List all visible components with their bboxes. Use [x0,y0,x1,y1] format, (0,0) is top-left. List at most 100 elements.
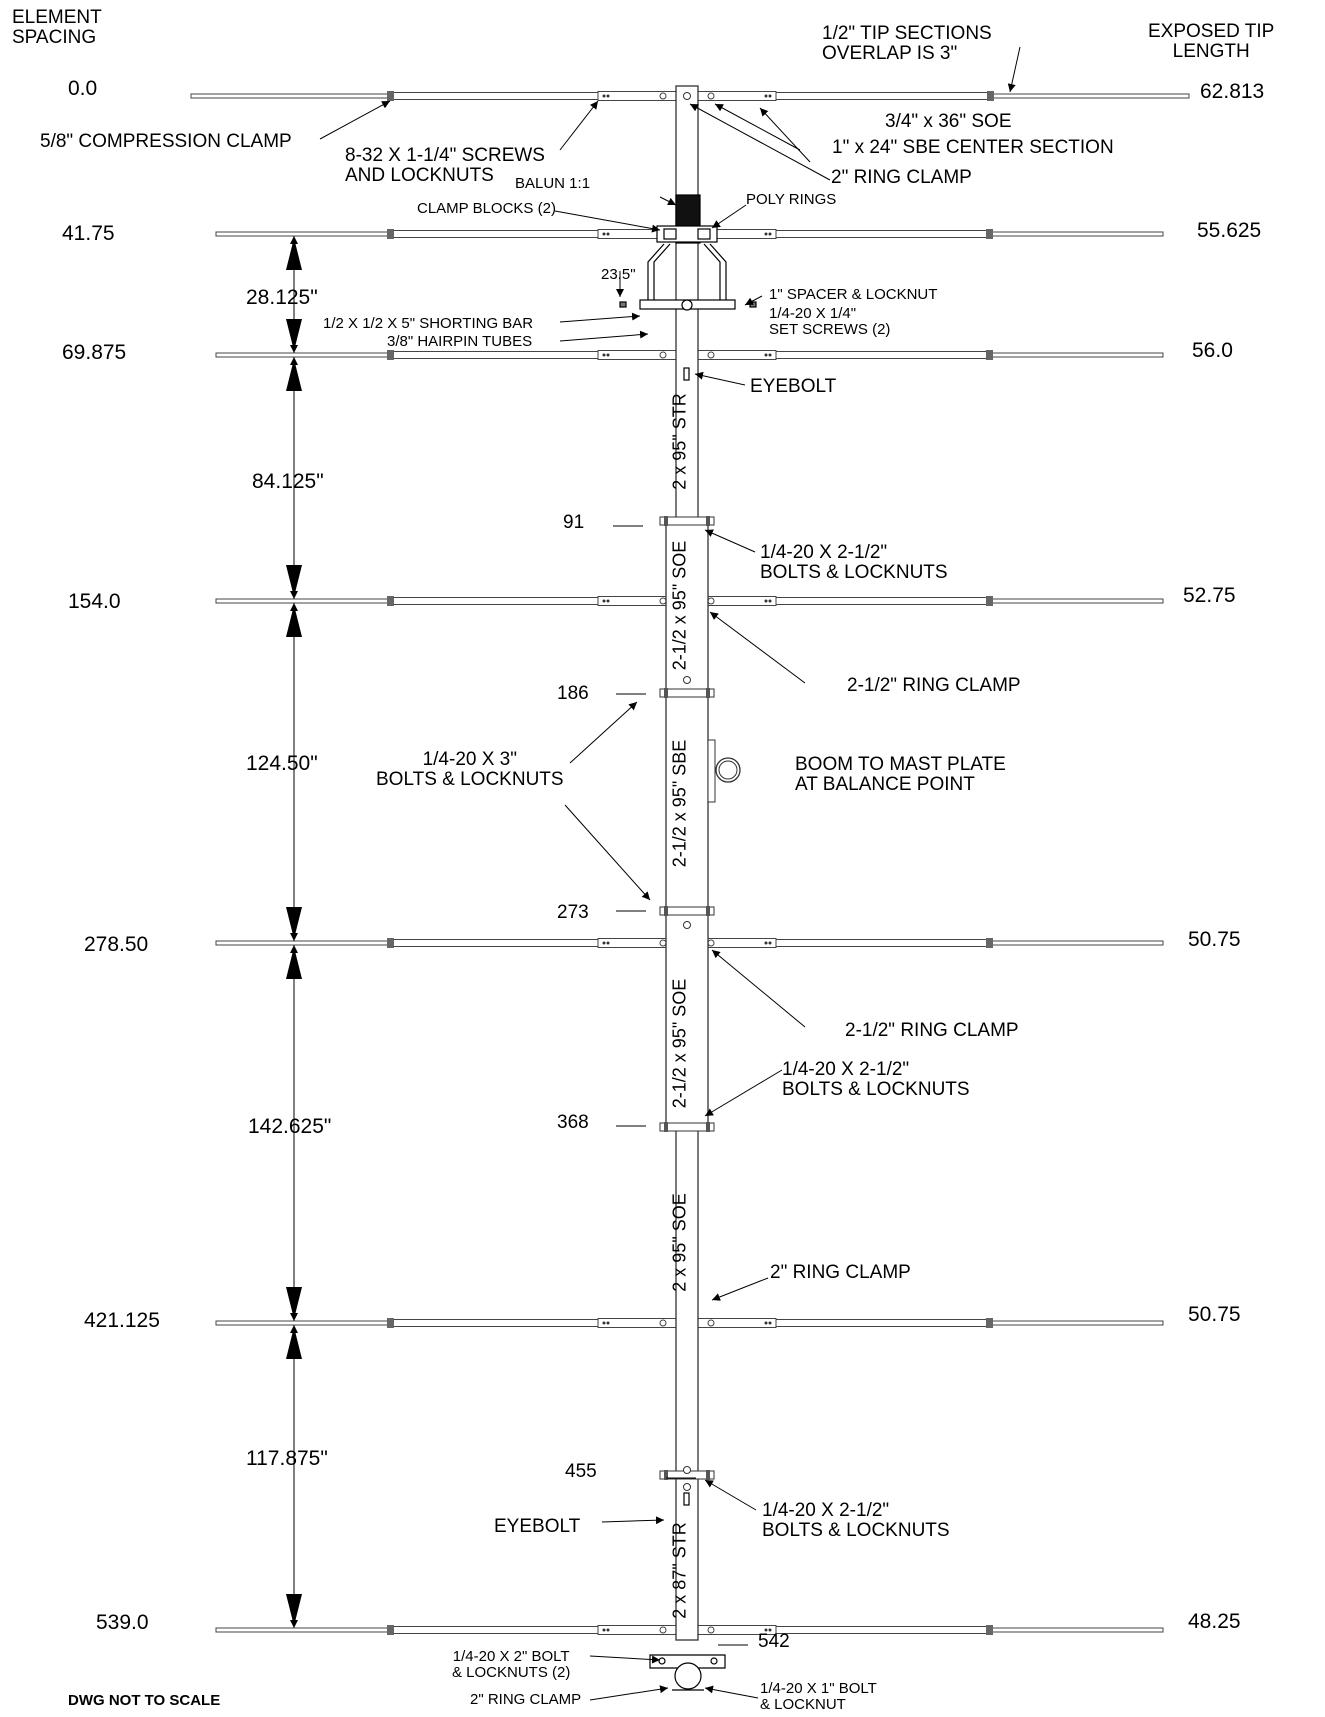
callout-leader [559,312,641,323]
joint-bolt [664,1470,668,1480]
screw [606,353,610,357]
ring-clamp-callout: 2-1/2" RING CLAMP [845,1020,1019,1041]
screw [602,1628,606,1632]
poly-rings-callout: POLY RINGS [746,191,837,208]
tip-length-value: 50.75 [1188,1303,1241,1326]
boom-joint [659,688,715,698]
gap-dimension: 84.125" [252,470,324,493]
ring-clamp-callout: 2-1/2" RING CLAMP [847,675,1021,696]
compression-clamp [986,1625,993,1635]
screw [768,94,772,98]
spacer [681,299,693,311]
screw [764,1628,768,1632]
screw [768,599,772,603]
bottom-plate [649,1654,726,1669]
clamp-block-left [663,228,677,240]
mast-plate-callout: BOOM TO MAST PLATE AT BALANCE POINT [795,754,1006,795]
eyebolt-top-callout: EYEBOLT [750,376,837,397]
tip-length-value: 62.813 [1200,80,1265,103]
set-screw [749,301,757,308]
screw [606,1321,610,1325]
callout-leader [559,100,599,151]
boom-section-label: 2-1/2 x 95" SBE [669,739,690,868]
compression-clamp [387,350,394,360]
callout-leader [744,295,763,306]
boom-section-label: 2 x 87" STR [669,1522,690,1619]
screw [768,941,772,945]
bottom-bolt-head [710,1657,718,1665]
spacing-value: 421.125 [84,1309,160,1332]
bolts-3-callout: 1/4-20 X 3" BOLTS & LOCKNUTS [376,749,564,790]
hairpin-callout: 3/8" HAIRPIN TUBES [387,333,533,350]
soe-36-callout: 3/4" x 36" SOE [885,111,1012,132]
callout-leader [569,701,638,764]
joint-bolt [706,906,710,916]
callout-leader [709,611,806,684]
compression-clamp [986,350,993,360]
boom-station: 186 [557,683,589,704]
screw [602,353,606,357]
eyebolt [683,1492,690,1506]
ring-clamp-bottom-callout: 2" RING CLAMP [470,1691,582,1708]
screw [768,353,772,357]
gap-dimension: 117.875" [246,1447,328,1470]
compression-clamp [987,91,994,101]
bottom-ring-clamp [674,1662,702,1690]
mast-plate [707,739,716,803]
compression-clamp [387,1318,394,1328]
bolt-1-callout: 1/4-20 X 1" BOLT & LOCKNUT [760,1680,877,1713]
eyebolt-bottom-callout: EYEBOLT [494,1516,581,1537]
ring-clamp-hole [707,92,715,100]
boom-station: 455 [565,1461,597,1482]
callout-leader [704,1069,783,1117]
boom-station: 91 [563,512,585,533]
dimension-arrowhead [286,319,302,351]
leader-layer [319,46,1021,1701]
callout-leader [704,1685,759,1699]
joint-bolt [706,1470,710,1480]
detail-layer [619,194,757,1691]
boom-hole [683,676,691,684]
not-to-scale-note: DWG NOT TO SCALE [68,1692,221,1709]
screws-callout: 8-32 X 1-1/4" SCREWS AND LOCKNUTS [345,145,545,186]
screw [602,1321,606,1325]
callout-leader [759,107,811,163]
bottom-bolt-head [658,1657,666,1665]
ring-clamp-hole [707,939,715,947]
callout-leader [689,103,831,181]
sbe-center-callout: 1" x 24" SBE CENTER SECTION [832,137,1114,158]
balun-callout: BALUN 1:1 [515,175,591,192]
callout-leader [659,196,677,206]
ring-clamp-top-callout: 2" RING CLAMP [831,167,972,188]
spacing-value: 0.0 [68,77,98,100]
bolts-callout: 1/4-20 X 2-1/2" BOLTS & LOCKNUTS [760,542,948,583]
set-screws-callout: 1/4-20 X 1/4" SET SCREWS (2) [769,305,891,338]
dimension-arrowhead [286,605,302,637]
boom-hole [683,92,691,100]
ring-clamp-hole [707,597,715,605]
callout-leader [711,1277,769,1301]
ring-clamp-hole [659,597,667,605]
dimension-arrowhead [286,1594,302,1626]
boom-joint [659,516,715,526]
screw [764,232,768,236]
compression-clamp [387,1625,394,1635]
boom-station: 273 [557,902,589,923]
screw [606,941,610,945]
tip-length-value: 52.75 [1183,584,1236,607]
exposed-tip-header: EXPOSED TIP LENGTH [1148,21,1275,62]
dimension-arrowhead [286,1327,302,1359]
boom-joint [659,906,715,916]
spacing-value: 539.0 [96,1611,149,1634]
dimension-arrowhead [286,1287,302,1319]
callout-leader [589,1655,661,1664]
callout-leader [554,210,661,233]
gap-dimension: 142.625" [248,1115,332,1138]
mast-clamp [715,757,741,783]
ring-clamp-hole [659,1319,667,1327]
tip-length-value: 56.0 [1192,339,1233,362]
joint-bolt [706,1122,710,1132]
ring-clamp-hole [707,1319,715,1327]
clamp-blocks-callout: CLAMP BLOCKS (2) [417,200,556,217]
gap-dimension: 28.125" [246,286,318,309]
